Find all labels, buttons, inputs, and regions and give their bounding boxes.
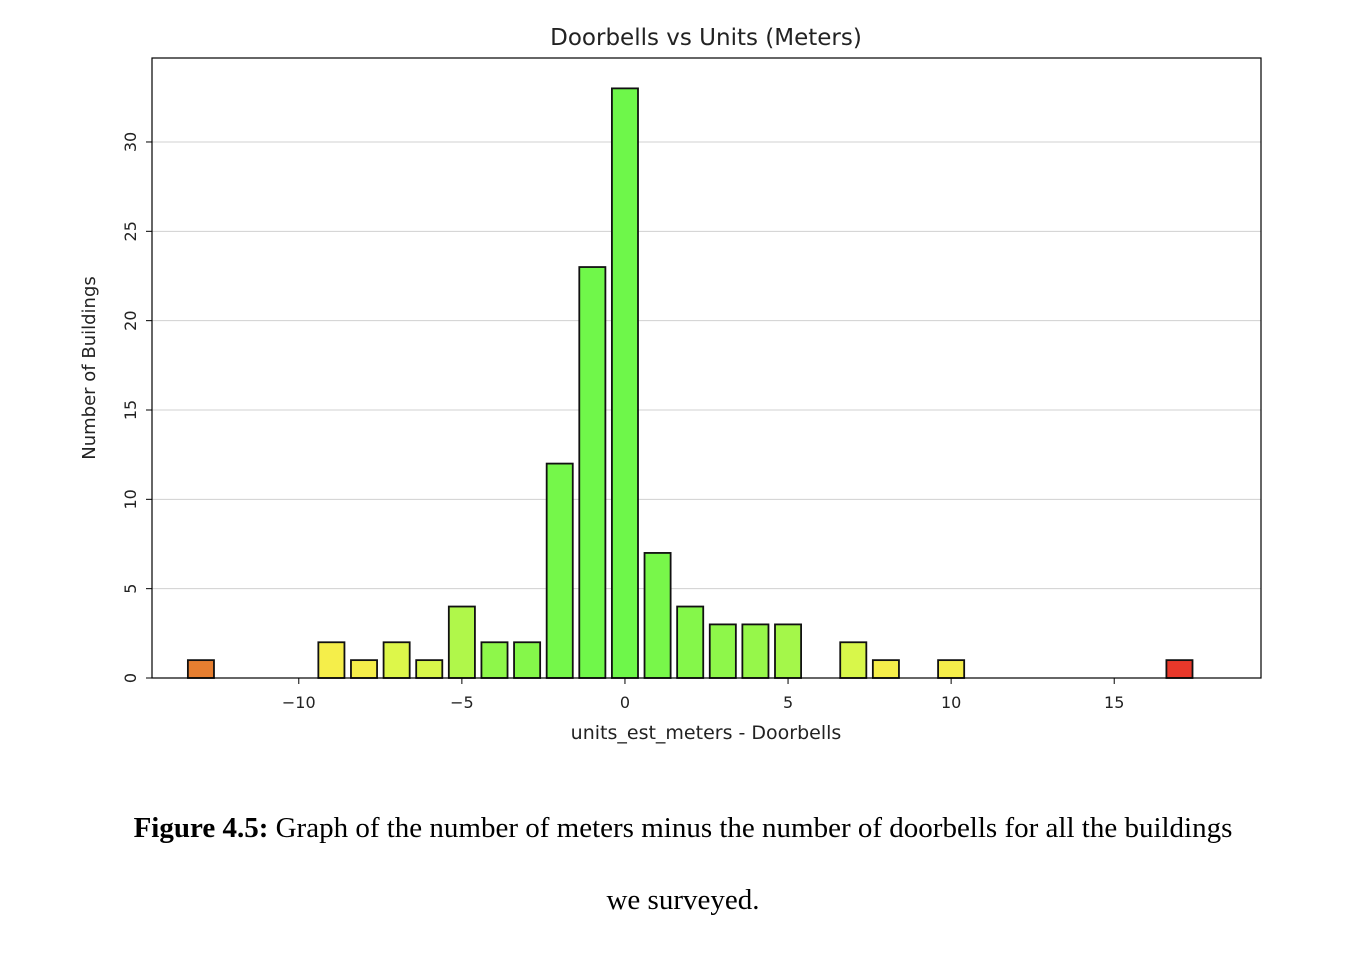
y-axis-ticks: 0 5 10 15 20 25 30: [121, 132, 152, 683]
bar: [708, 623, 737, 679]
y-axis-label: Number of Buildings: [79, 276, 100, 460]
caption-line-2: we surveyed.: [606, 884, 760, 916]
bar: [871, 659, 900, 679]
grid-lines: [152, 141, 1261, 590]
x-tick-label: −10: [282, 693, 316, 712]
bar: [676, 605, 705, 679]
bar: [839, 641, 868, 679]
y-tick-label: 30: [121, 132, 140, 152]
x-tick-label: 5: [783, 693, 793, 712]
bar: [513, 641, 542, 679]
chart-title: Doorbells vs Units (Meters): [550, 25, 862, 51]
caption-label: Figure 4.5:: [133, 812, 269, 844]
bars: [186, 87, 1194, 679]
y-tick-label: 15: [121, 400, 140, 420]
y-tick-label: 10: [121, 489, 140, 509]
bar: [545, 462, 574, 679]
bar: [317, 641, 346, 679]
y-tick-label: 5: [121, 584, 140, 594]
bar: [937, 659, 966, 679]
bar: [415, 659, 444, 679]
figure-caption: Figure 4.5: Graph of the number of meter…: [0, 812, 1366, 845]
plot-frame: [151, 57, 1262, 679]
y-tick-label: 20: [121, 310, 140, 330]
x-axis-ticks: −10 −5 0 5 10 15: [282, 678, 1124, 712]
x-tick-label: 15: [1104, 693, 1124, 712]
bar: [741, 623, 770, 679]
bar: [350, 659, 378, 679]
bar: [480, 641, 509, 679]
x-tick-label: 10: [941, 693, 961, 712]
bar: [447, 605, 476, 679]
bar: [186, 659, 215, 679]
bar: [1165, 659, 1194, 679]
bar: [774, 623, 802, 679]
y-tick-label: 25: [121, 221, 140, 241]
x-axis-label: units_est_meters - Doorbells: [571, 722, 842, 744]
y-tick-label: 0: [121, 673, 140, 683]
bar: [382, 641, 411, 679]
bar: [578, 266, 607, 679]
bar: [611, 87, 639, 679]
x-tick-label: 0: [620, 693, 630, 712]
caption-line-1: Graph of the number of meters minus the …: [268, 812, 1233, 844]
x-tick-label: −5: [450, 693, 474, 712]
bar: [643, 552, 672, 679]
chart: −10 −5 0 5 10 15 0 5 10 15 20 25 30 Doorbells vs Un…: [79, 25, 1262, 744]
